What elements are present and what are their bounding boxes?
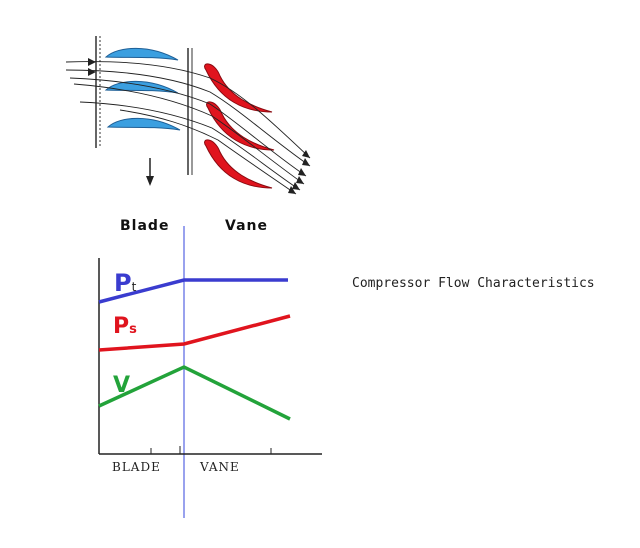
velocity-curve (98, 365, 291, 421)
velocity-label: V (113, 373, 130, 398)
rotation-arrow-head (146, 176, 154, 186)
vane-airfoil-1 (204, 63, 273, 113)
total-pressure-curve (98, 278, 288, 304)
blade-airfoil-2 (104, 80, 179, 94)
static-pressure-subscript: s (129, 322, 137, 337)
total-pressure-symbol: P (114, 269, 132, 297)
total-pressure-label: Pt (114, 269, 137, 297)
total-pressure-subscript: t (132, 280, 137, 294)
blade-heading: Blade (120, 218, 169, 234)
static-pressure-symbol: P (113, 314, 129, 339)
vane-heading: Vane (225, 218, 268, 234)
flow-arrowheads (88, 58, 310, 194)
blade-axis-label: BLADE (112, 460, 161, 474)
cascade-illustration (65, 36, 311, 195)
diagram-caption: Compressor Flow Characteristics (352, 276, 595, 291)
static-pressure-label: Ps (113, 314, 137, 339)
vane-axis-label: VANE (199, 460, 240, 474)
vane-airfoil-3 (204, 139, 273, 189)
blade-airfoil-1 (104, 47, 179, 61)
static-pressure-curve (98, 314, 291, 352)
blade-airfoil-3 (106, 117, 181, 131)
flow-streamlines (65, 61, 311, 195)
